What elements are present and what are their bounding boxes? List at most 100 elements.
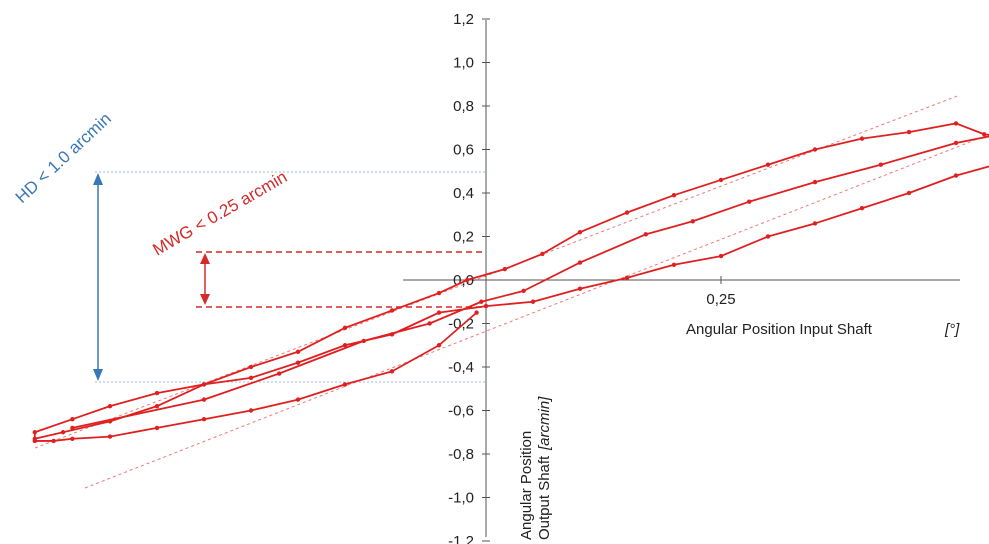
y-tick-label: 0,8 [453, 98, 474, 115]
data-point [436, 290, 442, 296]
y-ticks: 1,21,00,80,60,40,20,0-0,2-0,4-0,6-0,8-1,… [448, 11, 490, 544]
data-point [427, 321, 432, 326]
data-point [765, 234, 771, 239]
y-tick-label: -0,4 [448, 359, 474, 376]
x-ticks: 0,250,75 [706, 276, 736, 308]
data-point [624, 210, 630, 215]
y-axis-title-line2: Output Shaft [536, 455, 553, 540]
axes [403, 20, 960, 537]
y-axis-title-line1: Angular Position [518, 431, 535, 540]
y-tick-label: 1,2 [453, 11, 474, 28]
data-point [483, 303, 489, 309]
data-point [577, 229, 583, 235]
data-point [70, 417, 75, 422]
y-tick-label: -1,2 [448, 533, 474, 544]
data-point [878, 162, 883, 167]
data-point [982, 132, 987, 137]
data-point [389, 369, 395, 374]
data-point [577, 286, 583, 291]
data-point [718, 253, 724, 259]
data-point [248, 364, 254, 370]
data-point [479, 299, 484, 304]
series-line [34, 122, 989, 440]
data-point [577, 260, 583, 265]
hd-label: HD < 1.0 arcmin [12, 109, 115, 207]
data-point [671, 262, 677, 267]
y-tick-label: 1,0 [453, 55, 474, 72]
data-point [107, 403, 113, 409]
data-point [812, 147, 818, 152]
data-point [530, 299, 536, 304]
y-tick-label: -1,0 [448, 490, 474, 507]
mwg-arrow-bottom-head [200, 294, 210, 305]
x-tick-label: 0,25 [706, 291, 735, 308]
y-tick-label: -0,8 [448, 446, 474, 463]
data-point [295, 397, 301, 402]
data-point [70, 436, 75, 441]
y-tick-label: 0,6 [453, 142, 474, 159]
data-point [389, 332, 395, 337]
data-series [32, 121, 989, 444]
x-axis-title: Angular Position Input Shaft [686, 321, 873, 338]
y-tick-label: 0,0 [453, 272, 474, 289]
tolerance-bounds [34, 94, 976, 489]
y-tick-label: -0,6 [448, 403, 474, 420]
data-point [765, 162, 771, 167]
data-point [436, 310, 442, 315]
data-point [277, 371, 282, 376]
data-point [248, 408, 254, 413]
data-point [747, 199, 752, 204]
data-point [60, 430, 66, 435]
data-point [342, 343, 348, 348]
data-point [953, 140, 959, 146]
data-point [32, 436, 37, 441]
y-axis-unit: [arcmin] [536, 396, 553, 451]
data-point [465, 277, 470, 283]
data-point [906, 190, 912, 196]
hd-arrow-top-head [93, 173, 103, 185]
data-point [718, 177, 724, 183]
data-point [201, 417, 207, 422]
data-point [521, 288, 526, 294]
data-point [540, 251, 545, 257]
y-tick-label: 0,4 [453, 185, 474, 202]
data-point [624, 275, 630, 281]
data-point [201, 397, 207, 402]
mwg-arrow-top-head [200, 253, 210, 264]
data-point [107, 419, 113, 424]
data-point [201, 382, 207, 387]
data-point [154, 425, 160, 431]
data-point [295, 360, 301, 365]
data-point [671, 192, 677, 198]
data-point [32, 430, 37, 435]
mwg-annotation: MWG < 0.25 arcmin [150, 167, 486, 308]
data-point [154, 403, 160, 409]
data-point [953, 121, 959, 126]
mwg-label: MWG < 0.25 arcmin [150, 167, 291, 259]
data-point [389, 308, 395, 313]
data-point [154, 390, 160, 396]
y-axis-label: Angular Position Output Shaft [arcmin] [518, 396, 553, 540]
data-point [51, 438, 56, 444]
data-point [248, 375, 254, 381]
data-point [436, 343, 442, 348]
hd-annotation: HD < 1.0 arcmin [12, 109, 486, 383]
data-point [859, 206, 865, 211]
data-point [690, 219, 695, 224]
data-point [342, 325, 348, 331]
data-point [295, 349, 301, 354]
data-point [953, 173, 959, 178]
data-point [361, 338, 366, 344]
x-axis-label: Angular Position Input Shaft [°] [686, 321, 960, 338]
series-line [33, 135, 989, 442]
data-point [812, 179, 818, 185]
data-point [812, 221, 818, 226]
data-point [859, 136, 865, 141]
data-point [474, 310, 479, 315]
hd-arrow-bottom-head [93, 369, 103, 381]
data-point [906, 129, 912, 135]
data-point [107, 434, 113, 439]
x-axis-unit: [°] [944, 321, 960, 338]
data-point [342, 382, 348, 387]
